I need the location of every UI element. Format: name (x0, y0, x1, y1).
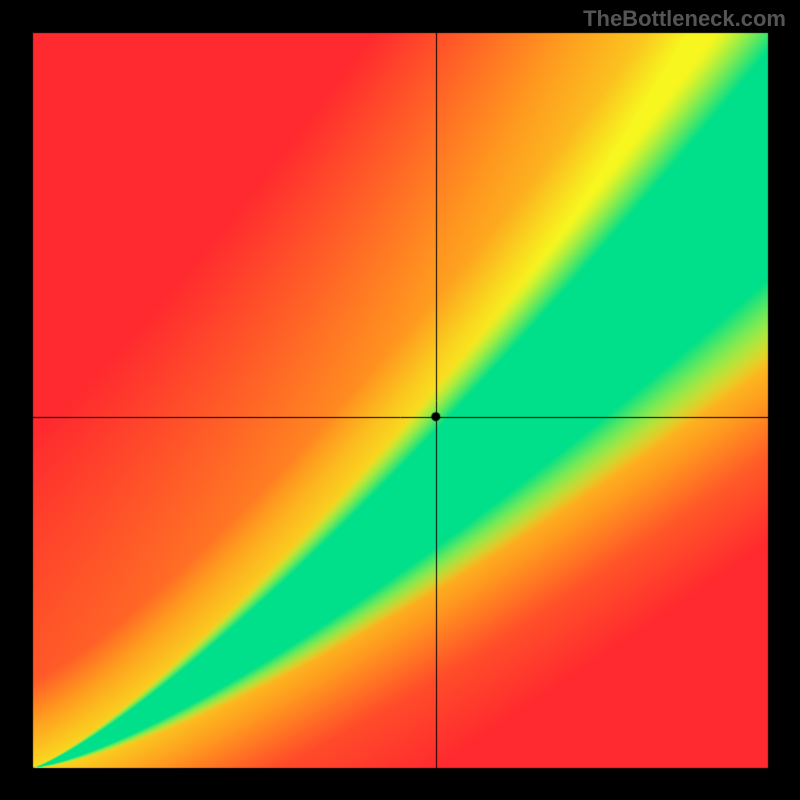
watermark-text: TheBottleneck.com (583, 6, 786, 32)
bottleneck-heatmap (0, 0, 800, 800)
chart-container: TheBottleneck.com (0, 0, 800, 800)
